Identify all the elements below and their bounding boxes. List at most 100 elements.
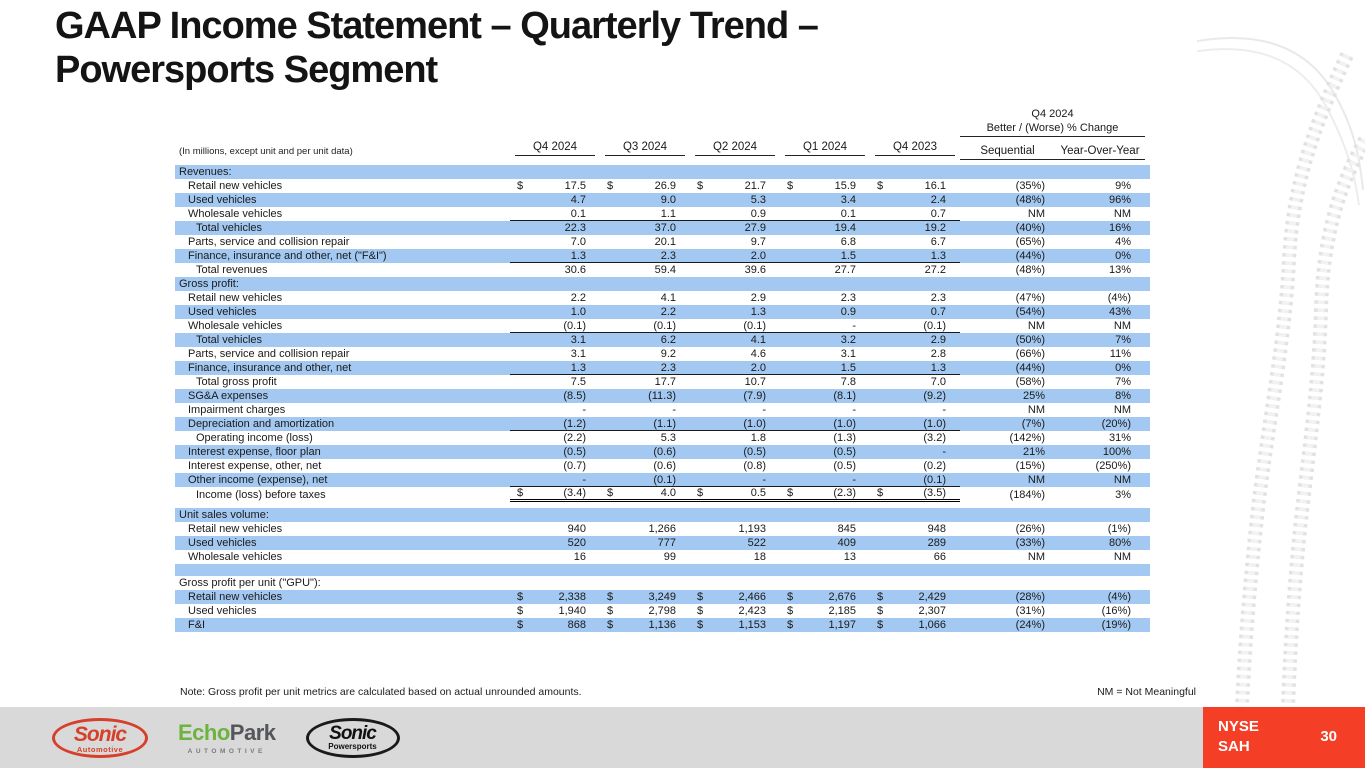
sequential-change-cell: 25% [1022, 390, 1045, 402]
cell-value: 1,266 [648, 523, 676, 535]
yoy-change-cell: (20%) [1101, 418, 1131, 430]
value-cell: 13 [780, 550, 870, 564]
yoy-change-cell: 0% [1115, 362, 1131, 374]
cell-value: 940 [567, 523, 586, 535]
value-cell: - [690, 473, 780, 487]
cell-value: - [942, 404, 946, 416]
table-row: Wholesale vehicles 0.1 1.1 0.9 0.1 0.7 NM NM [175, 207, 1150, 221]
row-label: Used vehicles [188, 537, 257, 549]
value-cell: (0.6) [600, 445, 690, 459]
column-header-sequential: Sequential [980, 145, 1035, 157]
value-cell: $868 [510, 618, 600, 632]
value-cell: 1.3 [870, 361, 960, 375]
cell-value: 4.7 [570, 194, 586, 206]
row-label: Revenues: [179, 166, 232, 178]
cell-value: (7.9) [743, 390, 766, 402]
cell-value: 2.2 [660, 306, 676, 318]
cell-value: 845 [837, 523, 856, 535]
value-cell: 1.1 [600, 207, 690, 221]
cell-value: 39.6 [744, 264, 766, 276]
cell-value: (1.1) [653, 417, 676, 430]
column-header-q4-2024: Q4 2024 [510, 137, 600, 160]
dollar-sign: $ [877, 619, 884, 631]
notes-row: Note: Gross profit per unit metrics are … [180, 686, 1196, 698]
table-row: Finance, insurance and other, net ("F&I"… [175, 249, 1150, 263]
yoy-change-cell: 7% [1115, 376, 1131, 388]
value-cell: $ (2.3) [780, 487, 870, 502]
value-cell: 3.4 [780, 193, 870, 207]
value-cell: 4.1 [690, 333, 780, 347]
cell-value: - [852, 319, 856, 332]
sequential-change-cell: (15%) [1015, 460, 1045, 472]
cell-value: (0.1) [653, 473, 676, 486]
table-row: Total revenues 30.6 59.4 39.6 27.7 27.2 (48%) 1… [175, 263, 1150, 277]
value-cell: $16.1 [870, 179, 960, 193]
cell-value: - [672, 404, 676, 416]
table-section-row: Revenues: [175, 165, 1150, 179]
value-cell: 30.6 [510, 263, 600, 277]
value-cell: $2,423 [690, 604, 780, 618]
cell-value: 2.8 [930, 348, 946, 360]
yoy-change-cell: NM [1113, 551, 1131, 563]
cell-value: 2.9 [750, 292, 766, 304]
dollar-sign: $ [787, 619, 794, 631]
value-cell: $1,197 [780, 618, 870, 632]
value-cell: 3.1 [780, 347, 870, 361]
value-cell: $2,185 [780, 604, 870, 618]
dollar-sign: $ [607, 487, 614, 499]
value-cell: 2.8 [870, 347, 960, 361]
income-statement-table: Q4 2024 Better / (Worse) % Change (In mi… [175, 108, 1150, 632]
value-cell: $0.5 [690, 487, 780, 502]
table-row: Retail new vehicles 940 1,266 1,193 845 948 (2… [175, 522, 1150, 536]
cell-value: (0.7) [563, 460, 586, 472]
cell-value: 777 [657, 537, 676, 549]
dollar-sign: $ [517, 487, 524, 499]
yoy-change-cell: (1%) [1107, 523, 1131, 535]
cell-value: (0.6) [653, 446, 676, 458]
dollar-sign: $ [697, 180, 704, 192]
dollar-sign: $ [877, 605, 884, 617]
table-row: SG&A expenses (8.5) (11.3) (7.9) (8.1) (9.2) 2… [175, 389, 1150, 403]
cell-value: 2.0 [750, 249, 766, 262]
cell-value: 37.0 [654, 222, 676, 234]
cell-value: 1,136 [648, 619, 676, 631]
cell-value: 1.5 [840, 361, 856, 374]
table-row: Interest expense, other, net (0.7) (0.6) (0… [175, 459, 1150, 473]
yoy-change-cell: 43% [1108, 306, 1131, 318]
value-cell: $1,136 [600, 618, 690, 632]
sequential-change-cell: (66%) [1015, 348, 1045, 360]
value-cell: $2,466 [690, 590, 780, 604]
cell-value: 0.1 [840, 207, 856, 220]
dollar-sign: $ [697, 591, 704, 603]
cell-value: 4.0 [660, 487, 676, 499]
cell-value: (8.5) [563, 390, 586, 402]
sequential-change-cell: (24%) [1015, 619, 1045, 631]
value-cell: 2.3 [600, 249, 690, 263]
value-cell: 1.8 [690, 431, 780, 445]
value-cell: - [780, 473, 870, 487]
value-cell: 5.3 [600, 431, 690, 445]
cell-value: 7.8 [840, 376, 856, 388]
sonic-powersports-sublabel: Powersports [328, 742, 377, 751]
column-header-q1-2024: Q1 2024 [780, 137, 870, 160]
cell-value: 2,676 [828, 591, 856, 603]
cell-value: 2.9 [930, 334, 946, 346]
cell-value: 2,307 [918, 605, 946, 617]
cell-value: 66 [933, 551, 946, 563]
cell-value: 16.1 [924, 180, 946, 192]
table-gap-row [175, 501, 1150, 508]
table-row: Parts, service and collision repair 7.0 20… [175, 235, 1150, 249]
value-cell: 7.0 [510, 235, 600, 249]
sequential-change-cell: (54%) [1015, 306, 1045, 318]
value-cell: (11.3) [600, 389, 690, 403]
cell-value: (0.1) [743, 319, 766, 332]
cell-value: 1,197 [828, 619, 856, 631]
table-row: Total gross profit 7.5 17.7 10.7 7.8 7.0 (58%)… [175, 375, 1150, 389]
cell-value: 6.2 [660, 334, 676, 346]
row-label: Wholesale vehicles [188, 320, 283, 332]
row-label: F&I [188, 619, 206, 631]
dollar-sign: $ [787, 605, 794, 617]
table-section-row: Gross profit: [175, 277, 1150, 291]
cell-value: (0.1) [653, 319, 676, 332]
row-label: Wholesale vehicles [188, 551, 283, 563]
